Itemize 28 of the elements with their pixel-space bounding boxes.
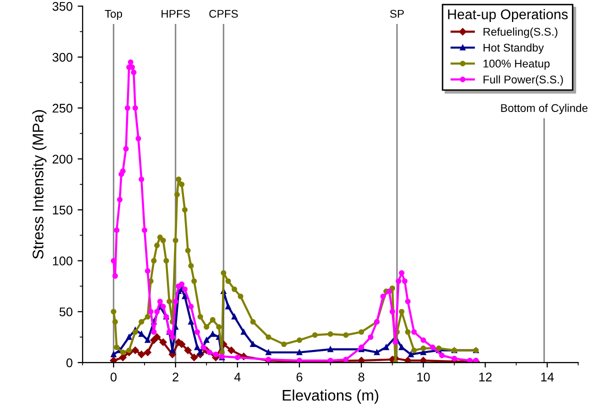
ref-line-label: HPFS <box>162 10 190 18</box>
y-tick-label: 250 <box>52 104 72 113</box>
legend-label: Refueling(S.S.) <box>484 28 558 38</box>
x-tick-label: 6 <box>296 372 302 382</box>
x-tick-label: 0 <box>110 372 117 382</box>
y-tick-label: 100 <box>52 256 72 266</box>
y-tick-label: 200 <box>52 154 72 164</box>
x-tick-label: 12 <box>479 372 492 382</box>
y-tick-label: 0 <box>66 358 72 368</box>
x-axis-title: Elevations (m) <box>282 389 378 404</box>
x-tick-label: 10 <box>417 372 430 382</box>
ref-line-label: Top <box>104 10 122 20</box>
legend-label: Full Power(S.S.) <box>484 75 563 86</box>
y-tick-label: 300 <box>52 52 72 62</box>
y-tick-label: 350 <box>52 2 72 11</box>
ref-line-label: SP <box>390 10 404 18</box>
legend-title: Heat-up Operations <box>448 9 568 22</box>
y-axis-title: Stress Intensity (MPa) <box>32 110 46 259</box>
x-tick-label: 4 <box>234 372 241 382</box>
y-tick-label: 150 <box>52 206 72 214</box>
x-tick-label: 2 <box>172 372 178 382</box>
ref-line-label: Bottom of Cylinde <box>501 104 588 114</box>
legend-label: Hot Standby <box>484 43 544 54</box>
x-tick-label: 8 <box>358 372 364 382</box>
legend-label: 100% Heatup <box>484 60 550 70</box>
x-tick-label: 14 <box>541 372 554 382</box>
ref-line-label: CPFS <box>209 10 238 18</box>
y-tick-label: 50 <box>59 307 72 316</box>
